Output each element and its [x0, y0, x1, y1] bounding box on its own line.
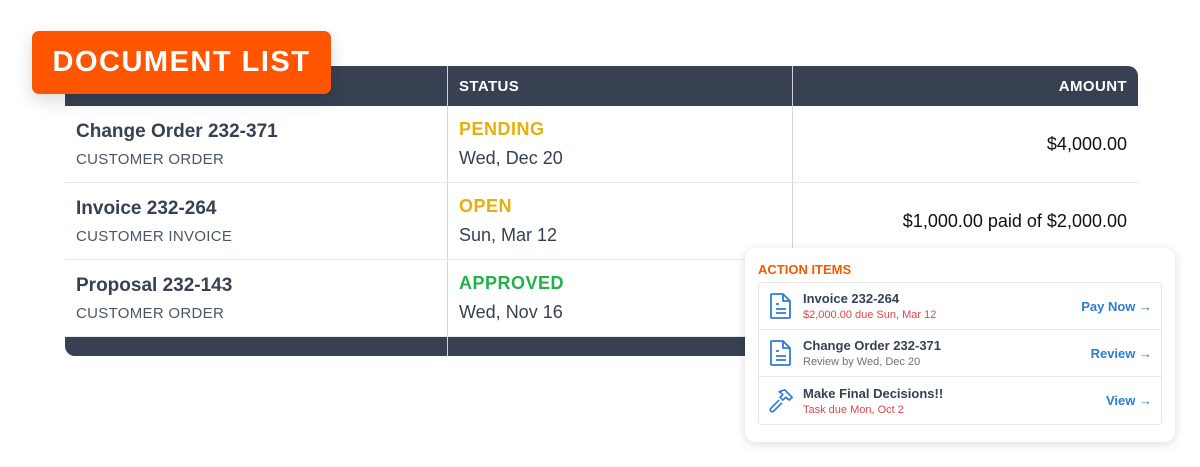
amount: $1,000.00 paid of $2,000.00 [902, 210, 1127, 231]
document-list-badge: DOCUMENT LIST [32, 31, 331, 94]
document-type: CUSTOMER ORDER [76, 304, 225, 322]
document-type: CUSTOMER ORDER [76, 150, 225, 168]
item-subtitle: Review by Wed, Dec 20 [803, 356, 921, 368]
document-icon [770, 293, 791, 319]
status-badge: OPEN [459, 196, 513, 216]
table-row[interactable]: Proposal 232-143 CUSTOMER ORDER APPROVED W… [65, 260, 1138, 337]
document-type: CUSTOMER INVOICE [76, 227, 233, 245]
list-item[interactable]: Make Final Decisions!! Task due Mon, Oct … [759, 377, 1161, 424]
table-row[interactable]: Invoice 232-264 CUSTOMER INVOICE OPEN Sun,… [65, 183, 1138, 260]
list-item[interactable]: Invoice 232-264 $2,000.00 due Sun, Mar 12… [759, 283, 1161, 330]
status-date: Wed, Nov 16 [459, 302, 563, 322]
list-item[interactable]: Change Order 232-371 Review by Wed, Dec 2… [759, 330, 1161, 377]
status-date: Sun, Mar 12 [459, 225, 558, 245]
table-row[interactable]: Change Order 232-371 CUSTOMER ORDER PENDI… [65, 106, 1138, 183]
status-badge: PENDING [459, 119, 545, 139]
item-subtitle: Task due Mon, Oct 2 [803, 403, 904, 416]
status-badge: APPROVED [459, 273, 565, 293]
amount: $4,000.00 [1046, 133, 1127, 154]
document-name[interactable]: Proposal 232-143 [76, 274, 233, 296]
pay-now-link[interactable]: Pay Now → [1081, 298, 1152, 314]
action-items-list: Invoice 232-264 $2,000.00 due Sun, Mar 12… [758, 282, 1162, 425]
column-header-amount[interactable]: AMOUNT [792, 66, 1138, 106]
item-title: Make Final Decisions!! [803, 385, 944, 401]
document-name[interactable]: Invoice 232-264 [76, 197, 217, 219]
action-items-card: ACTION ITEMS Invoice 232-264 $2,000.00 du… [745, 248, 1175, 442]
item-subtitle: $2,000.00 due Sun, Mar 12 [803, 309, 937, 321]
status-date: Wed, Dec 20 [459, 148, 563, 168]
view-link[interactable]: View → [1105, 393, 1152, 408]
action-items-title: ACTION ITEMS [758, 262, 852, 277]
review-link[interactable]: Review → [1090, 345, 1152, 361]
hammer-icon [769, 388, 793, 413]
column-header-status[interactable]: STATUS [447, 66, 792, 106]
item-title: Invoice 232-264 [803, 291, 900, 306]
item-title: Change Order 232-371 [803, 338, 942, 353]
document-name[interactable]: Change Order 232-371 [76, 120, 278, 142]
document-icon [770, 340, 791, 366]
